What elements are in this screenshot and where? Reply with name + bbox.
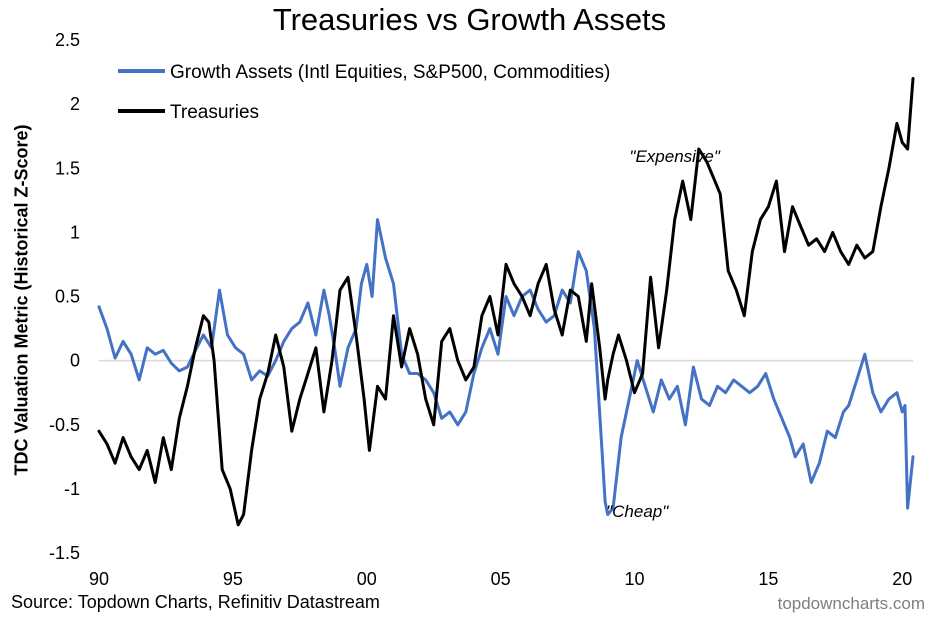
y-tick-label: -1 [64, 479, 80, 499]
chart-title: Treasuries vs Growth Assets [272, 2, 667, 37]
watermark: topdowncharts.com [777, 594, 925, 613]
x-tick-label: 90 [89, 569, 109, 589]
y-tick-label: 1 [70, 222, 80, 242]
x-tick-label: 05 [491, 569, 511, 589]
legend: Growth Assets (Intl Equities, S&P500, Co… [118, 62, 610, 123]
y-tick-label: -0.5 [49, 415, 80, 435]
x-tick-label: 20 [892, 569, 912, 589]
y-tick-label: 0 [70, 351, 80, 371]
annotation-label: "Cheap" [606, 502, 669, 521]
source-note: Source: Topdown Charts, Refinitiv Datast… [11, 592, 380, 612]
series-layer [97, 77, 915, 527]
y-tick-labels: -1.5 -1 -0.5 0 0.5 1 1.5 2 2.5 [49, 30, 80, 563]
series-line-1 [97, 77, 915, 527]
x-tick-labels: 90 95 00 05 10 15 20 [89, 569, 912, 589]
series-line-0 [97, 218, 915, 516]
x-tick-label: 15 [758, 569, 778, 589]
y-tick-label: 2.5 [55, 30, 80, 50]
legend-label: Treasuries [170, 102, 259, 123]
y-tick-label: 2 [70, 94, 80, 114]
annotation-label: "Expensive" [629, 147, 720, 166]
annotations: "Expensive" "Cheap" [606, 147, 721, 521]
y-tick-label: 0.5 [55, 287, 80, 307]
x-tick-label: 10 [625, 569, 645, 589]
legend-label: Growth Assets (Intl Equities, S&P500, Co… [170, 62, 610, 83]
y-tick-label: -1.5 [49, 543, 80, 563]
y-tick-label: 1.5 [55, 158, 80, 178]
x-tick-label: 95 [223, 569, 243, 589]
x-tick-label: 00 [357, 569, 377, 589]
